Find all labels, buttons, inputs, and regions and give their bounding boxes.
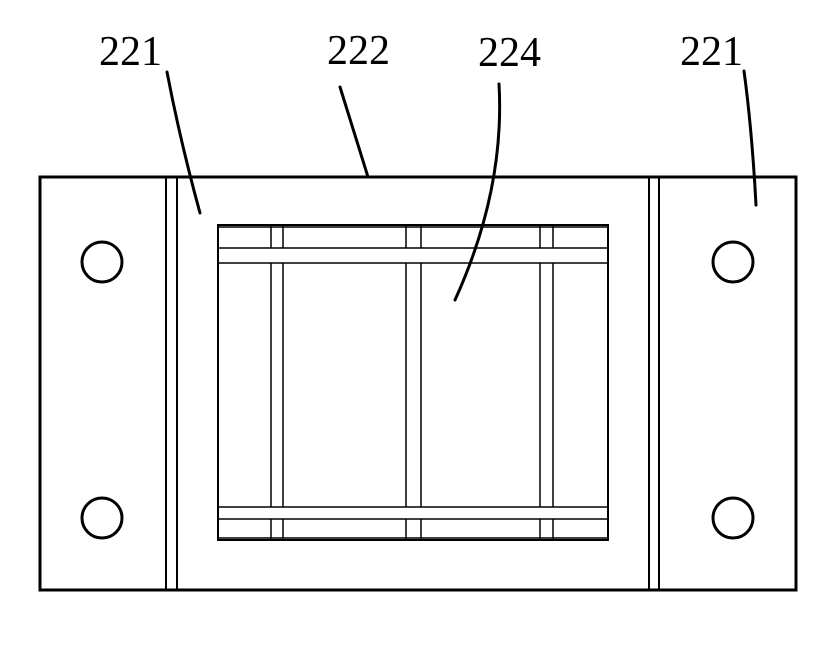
label-222: 222 [327,27,390,75]
figure-svg [0,0,834,646]
label-224: 224 [478,29,541,77]
label-221-left: 221 [99,28,162,76]
technical-figure: 221 222 224 221 [0,0,834,646]
label-221-right: 221 [680,28,743,76]
